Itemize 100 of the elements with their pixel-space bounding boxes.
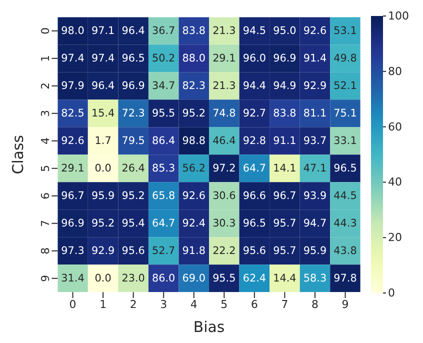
- x-tick-label: 4: [190, 298, 198, 311]
- y-tick-label: 3: [39, 110, 52, 117]
- data-label: 75.1: [334, 107, 357, 120]
- y-tick-label: 8: [39, 247, 52, 254]
- data-label: 91.4: [303, 52, 327, 64]
- y-tick-label: 7: [39, 220, 52, 227]
- data-label: 95.6: [242, 244, 266, 257]
- data-label: 1.7: [94, 134, 112, 147]
- x-axis-title: Bias: [193, 318, 225, 336]
- data-label: 96.7: [61, 190, 84, 202]
- data-label: 81.1: [303, 107, 327, 120]
- data-label: 64.7: [242, 162, 266, 174]
- data-label: 97.9: [61, 80, 84, 92]
- data-label: 62.4: [242, 272, 266, 284]
- data-label: 92.9: [91, 244, 115, 257]
- x-tick-label: 0: [69, 298, 76, 311]
- data-label: 31.4: [61, 272, 85, 284]
- data-label: 56.2: [182, 162, 206, 174]
- data-label: 94.4: [242, 80, 266, 92]
- data-label: 91.8: [182, 244, 206, 257]
- y-tick-label: 6: [39, 192, 52, 200]
- data-label: 34.7: [152, 80, 176, 92]
- data-label: 96.5: [334, 162, 357, 174]
- x-tick-label: 5: [220, 298, 228, 311]
- data-label: 95.0: [273, 24, 296, 37]
- data-label: 85.3: [152, 162, 176, 174]
- data-label: 94.9: [273, 80, 296, 92]
- data-label: 95.4: [122, 217, 146, 230]
- color-bar-label: 60: [388, 120, 402, 134]
- data-label: 0.0: [94, 272, 112, 284]
- data-label: 79.5: [122, 134, 145, 147]
- data-label: 96.4: [91, 80, 116, 92]
- color-bar-label: 0: [388, 286, 396, 300]
- data-label: 92.6: [182, 190, 206, 202]
- data-label: 86.4: [152, 134, 176, 147]
- data-label: 74.8: [212, 107, 236, 120]
- data-label: 95.7: [273, 217, 296, 230]
- data-label: 83.8: [182, 24, 206, 37]
- data-label: 53.1: [334, 24, 357, 37]
- data-label: 95.5: [152, 107, 176, 120]
- x-tick-label: 7: [281, 298, 288, 311]
- data-label: 92.6: [303, 24, 327, 37]
- data-label: 96.5: [242, 217, 266, 230]
- data-label: 82.3: [182, 80, 206, 92]
- y-tick-label: 2: [39, 82, 52, 90]
- data-label: 29.1: [61, 162, 84, 174]
- data-label: 95.7: [273, 244, 296, 257]
- data-label: 30.3: [212, 217, 236, 230]
- data-label: 23.0: [122, 272, 145, 284]
- data-label: 95.9: [91, 190, 115, 202]
- data-label: 36.7: [152, 24, 176, 37]
- x-tick-label: 9: [342, 298, 349, 311]
- data-label: 0.0: [94, 162, 112, 174]
- data-label: 95.6: [122, 244, 145, 257]
- data-label: 30.6: [212, 190, 236, 202]
- data-label: 88.0: [182, 52, 206, 64]
- data-label: 49.8: [334, 52, 357, 64]
- data-label: 93.7: [303, 134, 327, 147]
- data-label: 22.2: [212, 244, 236, 257]
- data-label: 86.0: [152, 272, 176, 284]
- y-tick-label: 9: [39, 274, 52, 282]
- data-label: 47.1: [303, 162, 327, 174]
- y-tick-label: 5: [39, 164, 52, 172]
- data-label: 97.8: [334, 272, 357, 284]
- data-label: 96.0: [242, 52, 266, 64]
- data-label: 97.4: [61, 52, 85, 64]
- color-bar-label: 20: [388, 231, 402, 244]
- y-axis-title: Class: [9, 134, 28, 174]
- data-label: 96.9: [122, 80, 145, 92]
- data-label: 96.9: [61, 217, 84, 230]
- colorbar: 0 20 40 60 80 100: [365, 8, 415, 335]
- x-tick-label: 1: [100, 298, 107, 311]
- data-label: 97.3: [61, 244, 84, 257]
- data-label: 96.9: [273, 52, 296, 64]
- data-label: 93.9: [303, 190, 327, 202]
- data-label: 97.1: [91, 24, 115, 37]
- data-label: 95.9: [303, 244, 327, 257]
- data-label: 50.2: [152, 52, 176, 64]
- data-label: 21.3: [212, 80, 236, 92]
- data-label: 64.7: [152, 217, 176, 230]
- data-label: 14.4: [273, 272, 297, 284]
- x-tick-label: 8: [312, 298, 319, 311]
- data-label: 29.1: [212, 52, 236, 64]
- x-tick-label: 6: [250, 298, 258, 311]
- data-label: 97.4: [91, 52, 116, 64]
- data-label: 92.6: [61, 134, 84, 147]
- y-tick-label: 4: [39, 137, 52, 144]
- color-bar-label: 100: [388, 10, 410, 22]
- data-label: 95.5: [212, 272, 236, 284]
- data-label: 95.2: [91, 217, 115, 230]
- data-label: 98.8: [182, 134, 206, 147]
- data-label: 92.7: [242, 107, 266, 120]
- data-label: 15.4: [91, 107, 116, 120]
- data-label: 92.9: [303, 80, 327, 92]
- data-label: 33.1: [334, 134, 357, 147]
- data-label: 43.8: [334, 244, 357, 257]
- data-label: 52.1: [334, 80, 357, 92]
- data-label: 95.2: [122, 190, 145, 202]
- data-label: 65.8: [152, 190, 176, 202]
- data-label: 21.3: [212, 24, 236, 37]
